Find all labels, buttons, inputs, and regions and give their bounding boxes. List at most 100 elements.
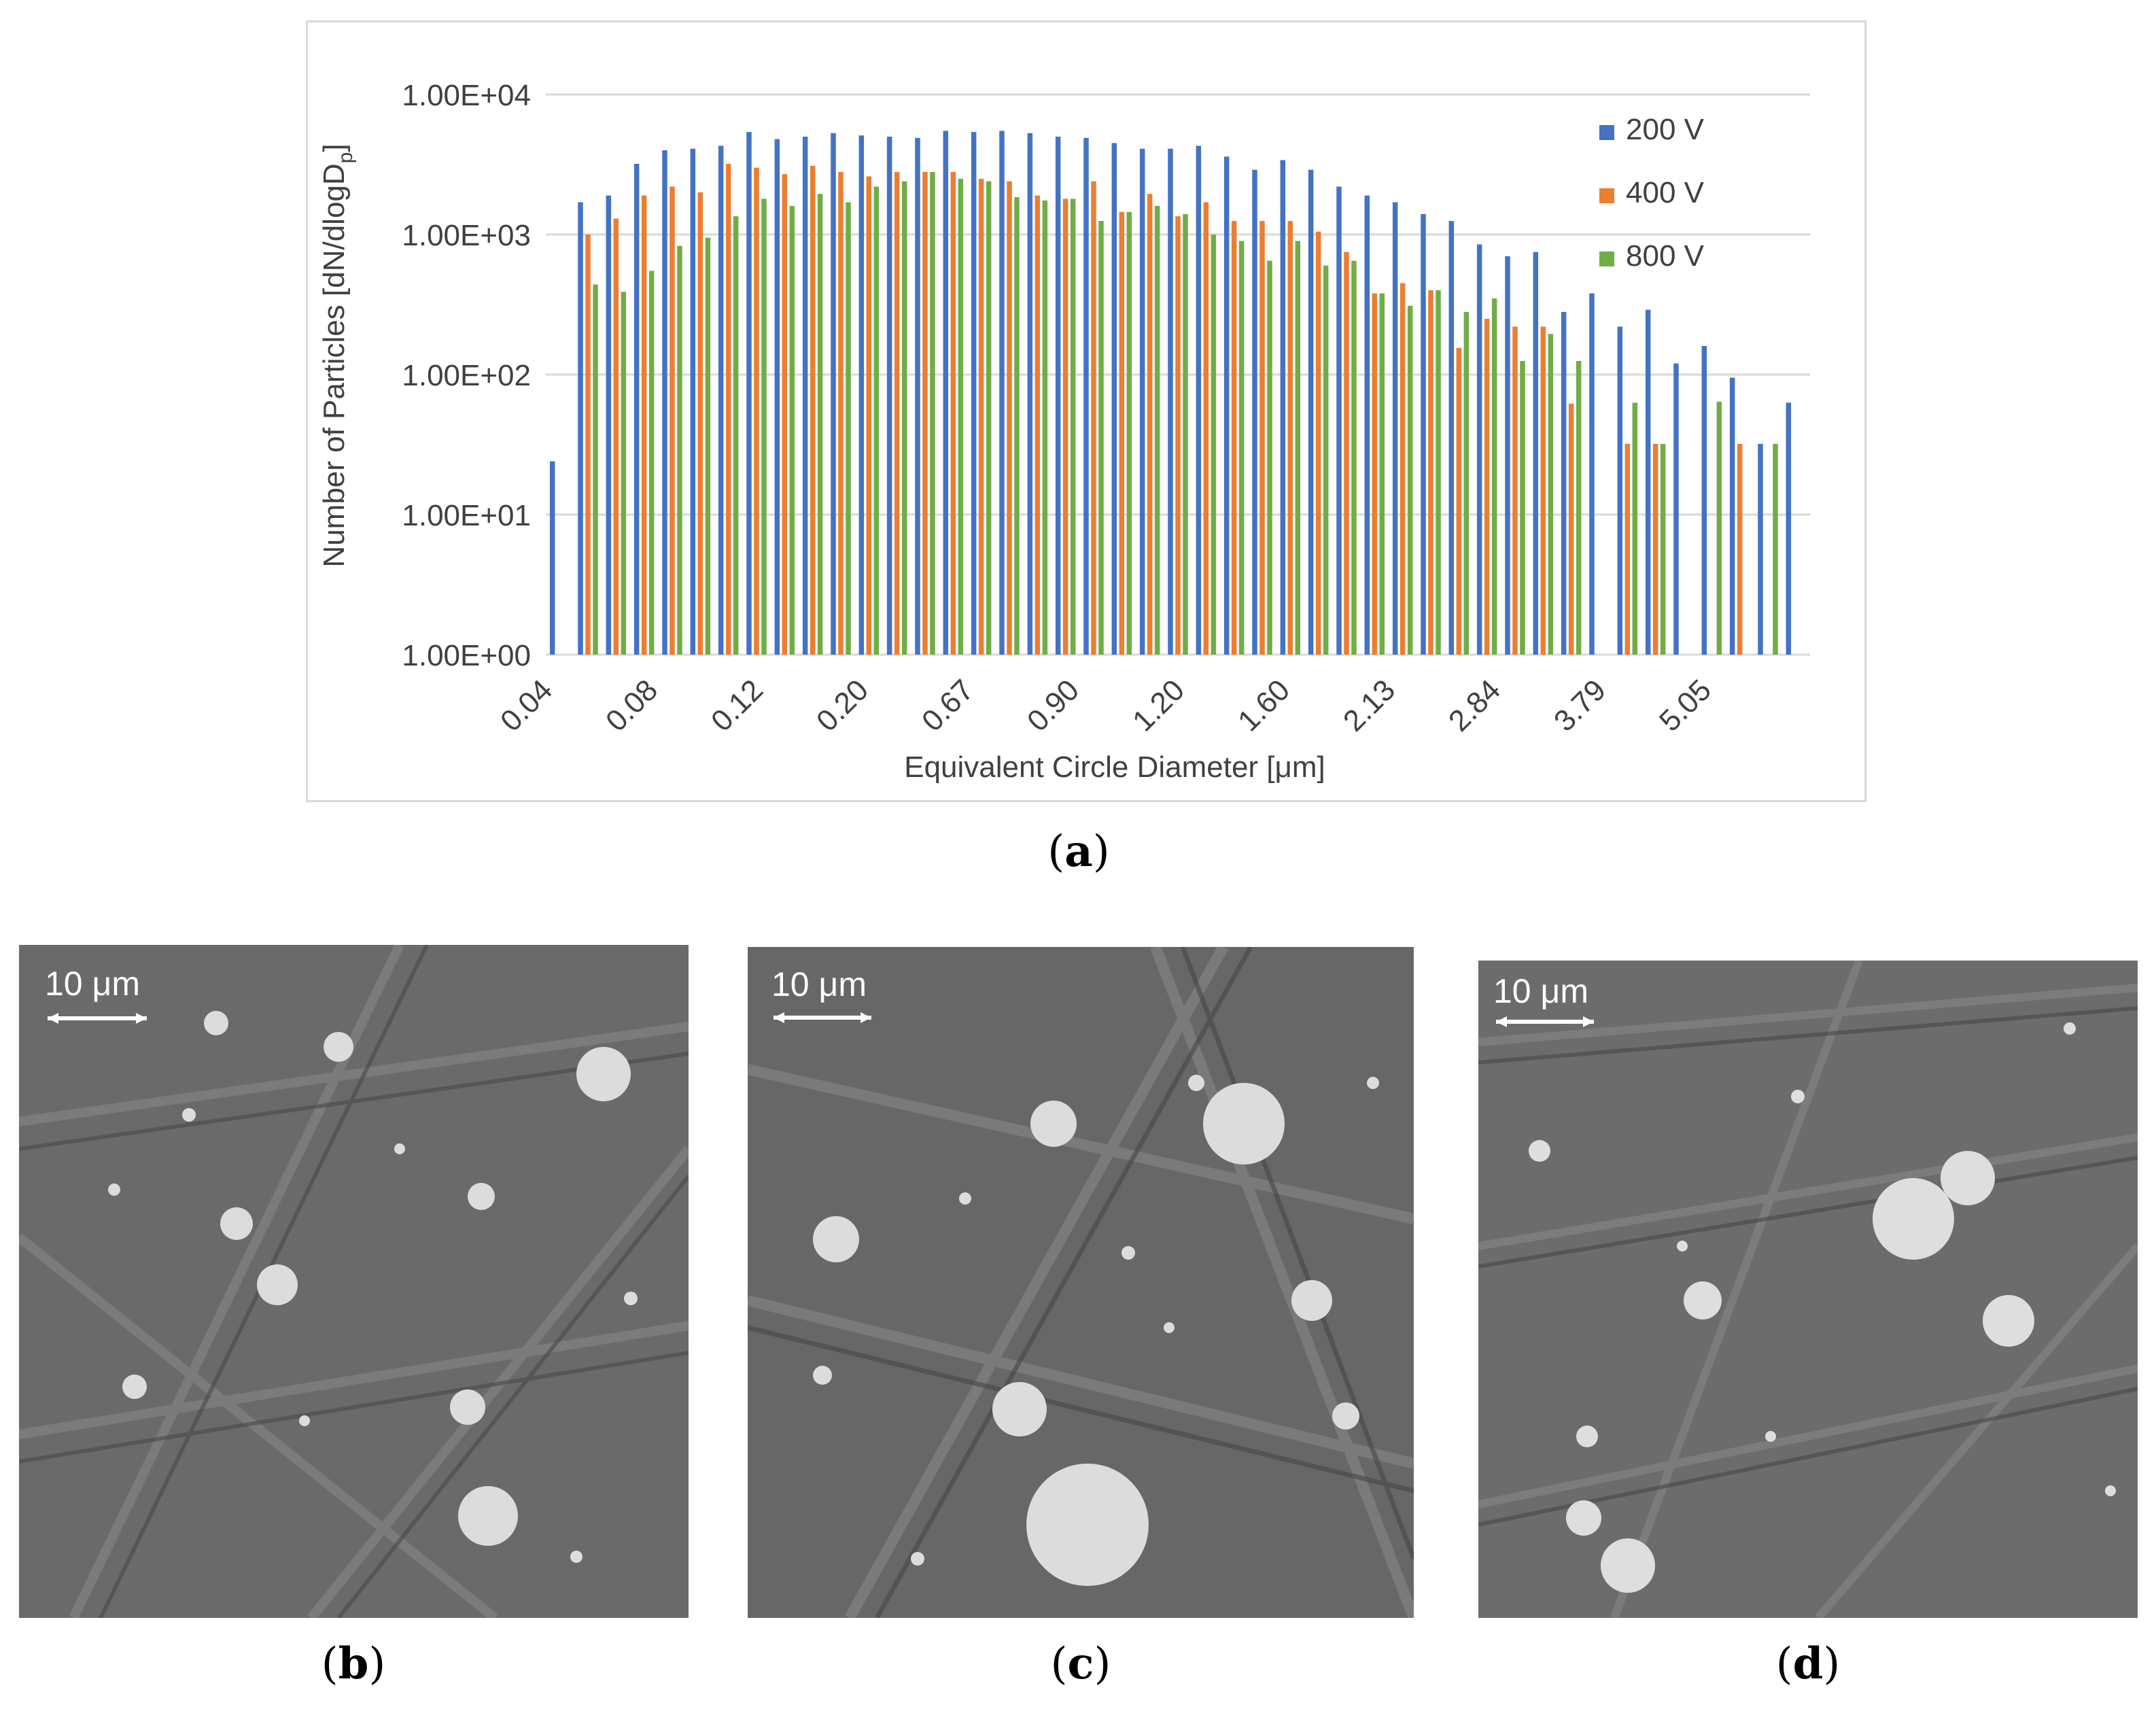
bar xyxy=(1540,326,1546,655)
bar xyxy=(1448,221,1455,655)
legend-label: 800 V xyxy=(1626,239,1705,273)
bar xyxy=(1175,216,1181,655)
caption-a: (a) xyxy=(1047,826,1110,877)
bar xyxy=(846,202,851,655)
bar xyxy=(1512,326,1518,655)
bar xyxy=(782,174,788,655)
bar xyxy=(858,135,865,655)
bar xyxy=(1223,156,1230,655)
bar xyxy=(1007,181,1012,655)
bar xyxy=(971,132,977,655)
bar xyxy=(831,133,836,655)
bar xyxy=(697,192,703,655)
bar xyxy=(873,186,880,655)
bar xyxy=(633,163,640,655)
bar xyxy=(662,150,667,655)
bar xyxy=(1407,305,1413,655)
bar xyxy=(1267,260,1272,655)
bar xyxy=(1014,196,1020,655)
bar xyxy=(866,176,872,655)
bar xyxy=(733,216,739,655)
caption-b: (b) xyxy=(321,1638,386,1689)
x-tick-label: 0.04 xyxy=(494,673,559,738)
bar xyxy=(1183,213,1188,655)
bar xyxy=(1737,443,1743,655)
bar xyxy=(1308,169,1314,655)
bar xyxy=(1392,202,1398,655)
sem-texture-b xyxy=(19,945,689,1618)
bar xyxy=(705,237,711,655)
legend-swatch xyxy=(1599,188,1614,203)
bar xyxy=(1336,186,1342,655)
y-tick-label: 1.00E+04 xyxy=(402,79,531,112)
y-tick-label: 1.00E+02 xyxy=(402,359,531,392)
bar xyxy=(1280,160,1286,655)
bar xyxy=(1154,205,1160,655)
bar xyxy=(915,137,920,655)
x-tick-label: 0.20 xyxy=(810,673,875,738)
bar xyxy=(677,245,682,655)
bar xyxy=(999,131,1005,655)
bar xyxy=(1561,311,1567,655)
x-tick-label: 1.20 xyxy=(1126,673,1191,738)
bar xyxy=(1252,169,1257,655)
bar xyxy=(838,171,844,655)
bar xyxy=(1716,401,1722,655)
bar xyxy=(1042,200,1048,655)
sem-texture-c xyxy=(748,947,1414,1618)
bar xyxy=(1238,241,1245,655)
bar xyxy=(1491,298,1497,655)
x-tick-label: 2.13 xyxy=(1337,673,1402,738)
bar xyxy=(1660,443,1666,655)
bar xyxy=(1070,198,1076,655)
bar xyxy=(817,194,823,655)
bar xyxy=(1062,198,1068,655)
bar xyxy=(1786,402,1792,655)
bar xyxy=(690,148,696,655)
x-tick-label: 2.84 xyxy=(1442,673,1507,738)
bar xyxy=(648,271,655,655)
scale-label-b: 10 μm xyxy=(45,965,140,1003)
bar xyxy=(1520,361,1525,655)
bar xyxy=(1624,443,1631,655)
legend-label: 200 V xyxy=(1626,113,1705,146)
bar xyxy=(1773,443,1778,655)
bar xyxy=(641,195,647,655)
bar xyxy=(1315,231,1321,655)
caption-c: (c) xyxy=(1050,1638,1111,1689)
bar xyxy=(1589,293,1595,655)
bar xyxy=(1034,195,1041,655)
bar xyxy=(1372,293,1378,655)
bar xyxy=(901,181,907,655)
bar xyxy=(1505,256,1510,655)
legend: 200 V 400 V 800 V xyxy=(1599,113,1705,273)
legend-label: 400 V xyxy=(1626,176,1705,209)
bar xyxy=(958,179,964,655)
bar xyxy=(1533,252,1539,655)
bar xyxy=(670,186,675,655)
x-axis-label: Equivalent Circle Diameter [μm] xyxy=(904,750,1325,784)
bar xyxy=(1259,221,1265,655)
bar xyxy=(894,171,900,655)
bar xyxy=(1476,244,1482,655)
bar xyxy=(593,284,598,655)
bar xyxy=(754,167,759,655)
bar xyxy=(930,171,935,655)
bar xyxy=(1548,334,1554,655)
bar xyxy=(606,195,612,655)
sem-image-b: 10 μm xyxy=(19,945,689,1618)
bar xyxy=(1196,145,1202,655)
bar xyxy=(1379,293,1385,655)
bar xyxy=(1126,211,1132,655)
bar xyxy=(978,179,984,655)
bar xyxy=(943,131,949,655)
y-tick-label: 1.00E+00 xyxy=(402,639,531,672)
y-axis-label-sub: p xyxy=(334,152,357,164)
legend-swatch xyxy=(1599,252,1614,266)
bar xyxy=(1119,211,1125,655)
y-tick-label: 1.00E+03 xyxy=(402,219,531,252)
bar xyxy=(1111,143,1117,655)
sem-image-d: 10 μm xyxy=(1478,961,2138,1618)
bar xyxy=(1147,194,1153,655)
bar xyxy=(922,171,928,655)
